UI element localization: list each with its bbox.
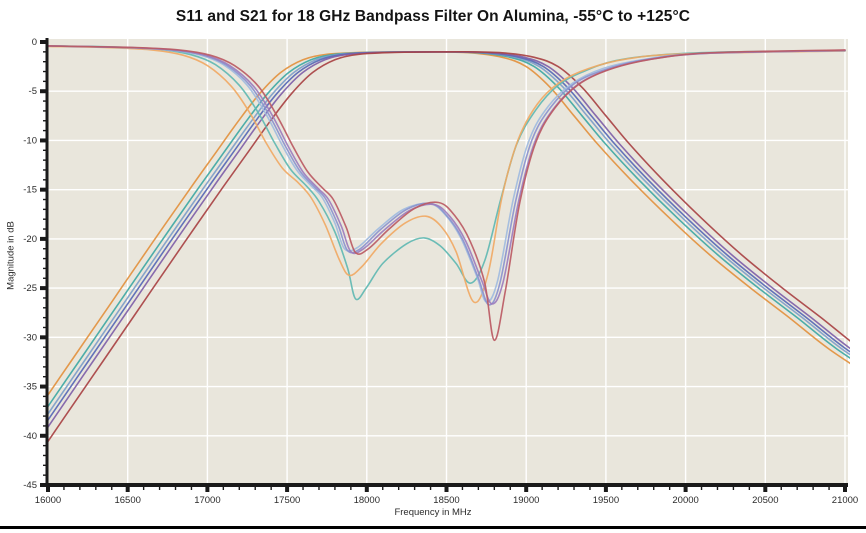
x-tick-label: 20500 [752, 495, 778, 506]
S11-teal-curve [47, 45, 846, 301]
S11-orange-curve [47, 45, 846, 304]
y-tick-label: -20 [23, 234, 37, 245]
plot-area [48, 39, 848, 485]
x-tick-label: 16500 [114, 495, 140, 506]
x-tick-label: 17000 [194, 495, 220, 506]
x-tick-label: 16000 [35, 495, 61, 506]
y-tick-label: -30 [23, 332, 37, 343]
x-tick-label: 19000 [513, 495, 539, 506]
axes [40, 38, 848, 492]
S11-pinkred-curve [47, 45, 846, 342]
y-axis-title: Magnitude in dB [5, 221, 17, 290]
y-tick-label: 0 [32, 37, 37, 48]
y-tick-label: -15 [23, 185, 37, 196]
x-tick-label: 20000 [672, 495, 698, 506]
S21-red-curve [47, 50, 850, 445]
x-tick-label: 17500 [274, 495, 300, 506]
y-tick-label: -5 [29, 86, 37, 97]
chart-title: S11 and S21 for 18 GHz Bandpass Filter O… [175, 8, 691, 25]
y-tick-label: -35 [23, 382, 37, 393]
S11-periwinkle-curve [47, 45, 846, 306]
x-tick-label: 21000 [832, 495, 858, 506]
x-tick-label: 18500 [433, 495, 459, 506]
bottom-border [0, 526, 866, 529]
x-axis-title: Frequency in MHz [394, 507, 472, 518]
y-tick-label: -25 [23, 283, 37, 294]
y-tick-label: -10 [23, 135, 37, 146]
curves-group [47, 45, 850, 445]
x-tick-label: 19500 [593, 495, 619, 506]
y-tick-label: -40 [23, 431, 37, 442]
tick-labels: 0 -5 -10 -15 -20 -25 -30 -35 -40 -45 16000 16500 170… [23, 37, 858, 506]
y-tick-label: -45 [23, 480, 37, 491]
S11-lightblue-curve [47, 45, 846, 303]
x-tick-label: 18000 [354, 495, 380, 506]
